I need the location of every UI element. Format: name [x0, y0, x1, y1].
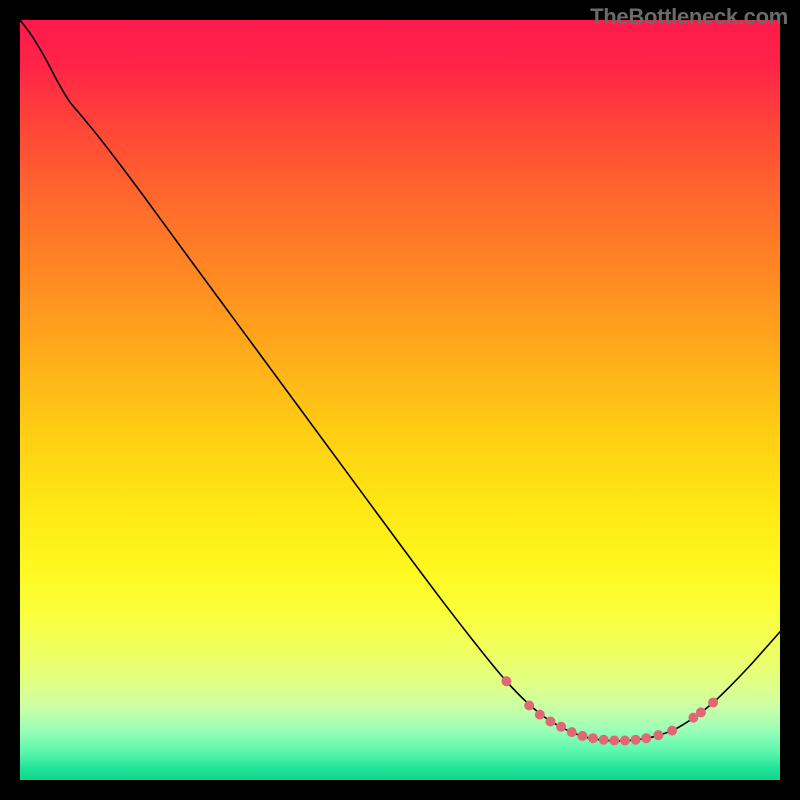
watermark-text: TheBottleneck.com [590, 4, 788, 30]
highlight-marker [631, 735, 640, 744]
highlight-marker [546, 717, 555, 726]
highlight-marker [654, 731, 663, 740]
highlight-marker [578, 731, 587, 740]
highlight-marker [567, 728, 576, 737]
highlight-marker [535, 710, 544, 719]
highlight-marker [696, 708, 705, 717]
highlight-marker [610, 736, 619, 745]
highlight-marker [557, 722, 566, 731]
highlight-marker [589, 734, 598, 743]
highlight-marker [502, 677, 511, 686]
highlight-marker [642, 734, 651, 743]
chart-canvas: TheBottleneck.com [0, 0, 800, 800]
highlight-marker [599, 735, 608, 744]
highlight-marker [709, 698, 718, 707]
highlight-marker [525, 701, 534, 710]
highlight-marker [620, 736, 629, 745]
highlight-marker [668, 726, 677, 735]
plot-area-gradient [20, 20, 780, 780]
chart-svg [0, 0, 800, 800]
